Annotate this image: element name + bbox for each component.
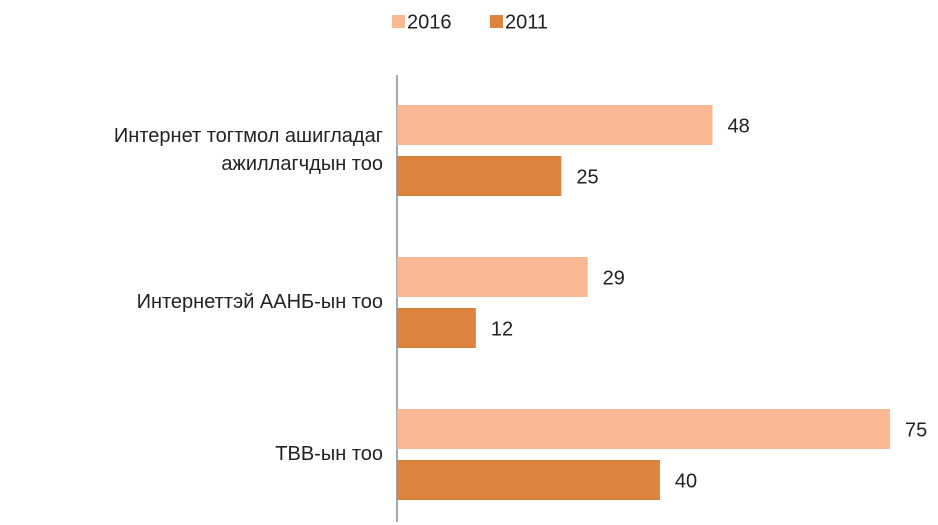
bar [397, 409, 890, 449]
legend-label: 2011 [505, 11, 548, 33]
value-label: 29 [603, 267, 625, 289]
value-label: 12 [491, 318, 513, 340]
bar [397, 156, 562, 196]
bar [397, 257, 588, 297]
category-label: ТВВ-ын тоо [275, 443, 383, 465]
value-label: 75 [905, 419, 927, 441]
legend-swatch [490, 15, 503, 28]
value-label: 40 [675, 470, 697, 492]
category-label: Интернеттэй ААНБ-ын тоо [136, 291, 383, 313]
bar [397, 308, 476, 348]
legend-swatch [392, 15, 405, 28]
value-label: 48 [728, 115, 750, 137]
legend-label: 2016 [407, 11, 452, 33]
category-label: Интернет тогтмол ашигладаг ажиллагчдын т… [113, 125, 383, 175]
bar [397, 460, 660, 500]
bar [397, 105, 713, 145]
value-label: 25 [576, 166, 598, 188]
